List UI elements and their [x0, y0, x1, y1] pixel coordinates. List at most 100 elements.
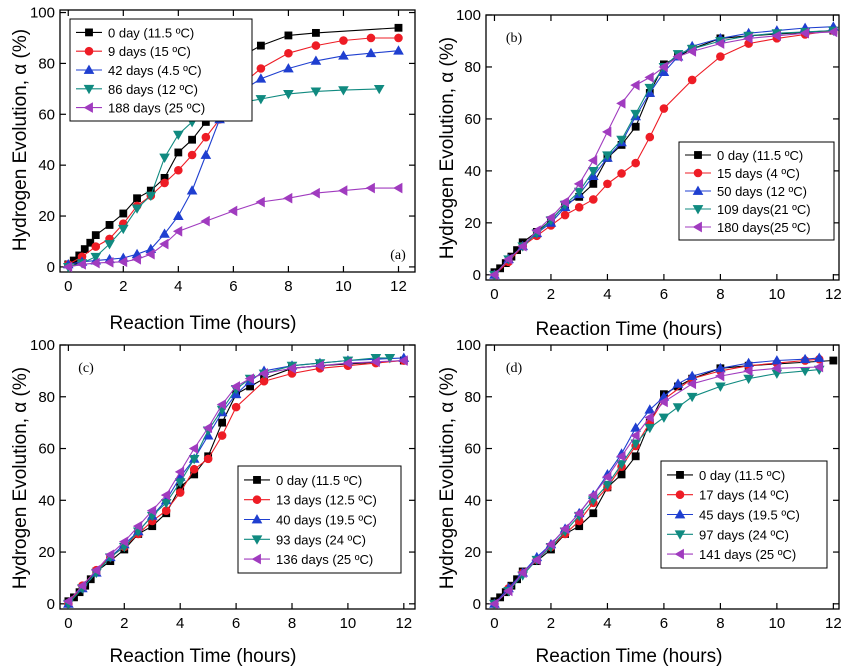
data-point	[616, 450, 626, 462]
data-point	[145, 191, 157, 202]
legend-entry: 0 day (11.5 ºC)	[717, 148, 803, 163]
data-point	[217, 431, 227, 440]
data-point	[216, 399, 227, 410]
data-point	[373, 84, 385, 95]
legend-marker	[693, 168, 703, 178]
y-tick-label: 20	[38, 544, 55, 561]
x-tick-label: 2	[120, 615, 128, 632]
legend-entry: 136 days (25 ºC)	[276, 552, 373, 567]
data-point	[255, 95, 267, 105]
data-point	[90, 564, 101, 576]
y-tick-label: 100	[456, 337, 481, 354]
data-point	[131, 253, 141, 265]
data-point	[743, 374, 754, 385]
data-point	[186, 185, 198, 195]
legend-entry: 0 day (11.5 ºC)	[699, 468, 785, 483]
data-point	[174, 165, 183, 175]
data-point	[602, 126, 612, 138]
data-point	[394, 23, 403, 32]
data-point	[314, 360, 324, 372]
y-tick-label: 20	[464, 215, 481, 232]
x-tick-label: 6	[232, 615, 240, 632]
y-tick-label: 20	[38, 208, 55, 225]
data-point	[645, 132, 655, 142]
data-point	[174, 478, 186, 488]
legend-entry: 180 days(25 ºC)	[717, 220, 811, 235]
data-point	[631, 452, 640, 461]
legend-marker	[692, 185, 704, 195]
data-point	[159, 228, 170, 238]
data-point	[672, 378, 684, 388]
x-tick-label: 0	[490, 286, 498, 303]
series-5	[489, 361, 824, 610]
data-point	[644, 423, 656, 434]
x-tick-label: 10	[335, 278, 352, 295]
legend-marker	[253, 475, 261, 484]
legend-marker	[674, 530, 686, 540]
y-tick-label: 0	[473, 267, 481, 284]
data-point	[311, 41, 321, 50]
data-point	[175, 488, 185, 497]
data-point	[366, 33, 376, 43]
data-point	[202, 422, 213, 434]
legend-marker	[83, 64, 95, 74]
x-tick-label: 4	[603, 286, 611, 303]
y-tick-label: 100	[30, 5, 55, 22]
data-point	[489, 598, 499, 610]
data-point	[602, 151, 613, 161]
x-tick-label: 12	[390, 278, 407, 295]
x-axis-title: Reaction Time (hours)	[536, 319, 723, 340]
data-point	[517, 240, 527, 252]
legend: 0 day (11.5 ºC) 15 days (4 ºC) 50 days (12…	[678, 141, 835, 241]
data-point	[80, 245, 89, 254]
data-point	[310, 55, 322, 65]
y-axis-title: Hydrogen Evolution, α (%)	[437, 367, 458, 589]
data-point	[743, 365, 753, 377]
data-point	[686, 46, 697, 57]
legend-entry: 141 days (25 ºC)	[699, 547, 796, 562]
legend-marker	[251, 553, 261, 565]
data-point	[256, 64, 266, 73]
x-axis-title: Reaction Time (hours)	[110, 313, 297, 334]
data-point	[172, 225, 183, 237]
data-point	[602, 471, 612, 483]
x-tick-label: 0	[64, 278, 72, 295]
y-tick-label: 60	[464, 441, 481, 458]
x-tick-label: 4	[176, 615, 184, 632]
data-point	[644, 72, 654, 83]
legend: 0 day (11.5 ºC) 13 days (12.5 ºC) 40 days …	[237, 465, 402, 574]
legend-entry: 50 days (12 ºC)	[717, 184, 807, 199]
data-point	[827, 26, 838, 38]
series-5	[489, 26, 838, 281]
data-point	[574, 202, 584, 212]
data-point	[573, 178, 584, 190]
data-point	[644, 83, 656, 94]
y-tick-label: 40	[38, 492, 55, 509]
legend-entry: 15 days (4 ºC)	[717, 166, 800, 181]
y-tick-label: 40	[464, 163, 481, 180]
data-point	[339, 36, 348, 45]
data-point	[284, 31, 293, 40]
data-point	[104, 257, 114, 268]
data-point	[384, 354, 396, 364]
data-point	[687, 75, 697, 85]
y-tick-label: 20	[464, 544, 481, 561]
data-point	[771, 362, 781, 374]
legend-marker	[676, 470, 684, 479]
chart-panel-2: 0 2 4 6 8 10 12 0 20 40 60 80 100 Reaction Time (hour…	[437, 7, 842, 340]
data-point	[686, 392, 698, 403]
y-tick-label: 100	[456, 7, 481, 24]
legend-entry: 9 days (15 ºC)	[108, 44, 191, 59]
data-point	[131, 204, 143, 214]
x-tick-label: 2	[547, 615, 555, 632]
legend-marker	[252, 495, 262, 505]
data-point	[91, 242, 101, 251]
data-point	[76, 580, 87, 592]
data-point	[630, 439, 641, 449]
y-tick-label: 60	[38, 441, 55, 458]
data-point	[631, 158, 640, 168]
data-point	[545, 538, 555, 550]
x-tick-label: 12	[825, 286, 842, 303]
data-point	[90, 257, 100, 269]
x-tick-label: 0	[490, 615, 498, 632]
